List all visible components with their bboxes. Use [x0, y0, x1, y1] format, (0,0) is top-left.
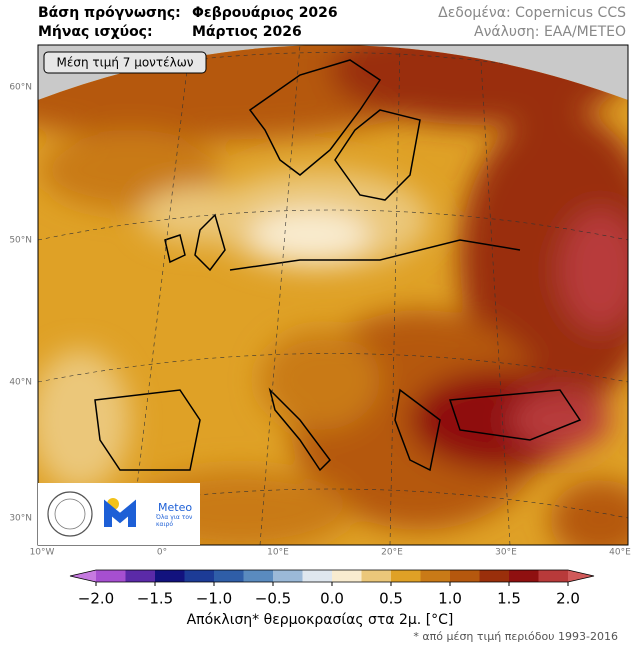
- colorbar-bin: [214, 570, 244, 582]
- colorbar-bin: [420, 570, 450, 582]
- logo-box: Meteo Όλα για τον καιρό: [38, 483, 200, 545]
- colorbar-bin: [509, 570, 539, 582]
- map: Μέση τιμή 7 μοντέλων 60°N 50°N 40°N 30°N…: [9, 44, 632, 558]
- colorbar-bin: [302, 570, 332, 582]
- colorbar-tick-label: 2.0: [556, 590, 580, 608]
- lat-label: 40°N: [9, 378, 32, 388]
- colorbar-bin: [243, 570, 273, 582]
- footnote: * από μέση τιμή περιόδου 1993-2016: [413, 630, 618, 643]
- lon-label: 10°W: [30, 548, 55, 558]
- logo-name: Meteo: [158, 501, 192, 514]
- month-label: Μήνας ισχύος:: [38, 24, 153, 40]
- colorbar-bin: [125, 570, 155, 582]
- colorbar-tick-label: −2.0: [78, 590, 114, 608]
- lon-label: 20°E: [381, 548, 403, 558]
- coastlines: [94, 59, 582, 472]
- colorbar-tick-label: −1.0: [196, 590, 232, 608]
- model-box: [43, 51, 207, 74]
- lon-label: 40°E: [609, 548, 631, 558]
- logo-m: [104, 499, 136, 527]
- base-value: Φεβρουάριος 2026: [192, 5, 338, 21]
- colorbar-bin: [96, 570, 126, 582]
- colorbar-tick-label: −0.5: [255, 590, 291, 608]
- base-label: Βάση πρόγνωσης:: [38, 5, 181, 21]
- colorbar-bin: [155, 570, 185, 582]
- colorbar-extend-low: [70, 570, 96, 582]
- colorbar: −2.0 −1.5 −1.0 −0.5 0.0 0.5 1.0 1.5 2.0: [69, 569, 595, 608]
- colorbar-bin: [361, 570, 391, 582]
- logo-tagline-box: Όλα για τον καιρό: [156, 514, 193, 528]
- colorbar-bin: [273, 570, 303, 582]
- month-value: Μάρτιος 2026: [192, 24, 302, 40]
- logo-tagline: Όλα για τον καιρό: [156, 514, 193, 528]
- colorbar-tick-label: 0.5: [379, 590, 403, 608]
- colorbar-bin: [332, 570, 362, 582]
- lat-labels: 60°N 50°N 40°N 30°N: [9, 83, 32, 524]
- colorbar-tick-label: −1.5: [137, 590, 173, 608]
- map-frame: [37, 44, 629, 546]
- lon-label: 0°: [157, 548, 167, 558]
- colorbar-bin: [450, 570, 480, 582]
- colorbar-bin: [479, 570, 509, 582]
- colorbar-bin: [391, 570, 421, 582]
- colorbar-tick-label: 1.5: [497, 590, 521, 608]
- temperature-field: [38, 45, 628, 545]
- colorbar-bin: [538, 570, 568, 582]
- lon-label: 10°E: [267, 548, 289, 558]
- colorbar-tick-label: 0.0: [320, 590, 344, 608]
- colorbar-tick-label: 1.0: [438, 590, 462, 608]
- lon-label: 30°E: [495, 548, 517, 558]
- model-box-text: Μέση τιμή 7 μοντέλων: [57, 56, 194, 70]
- lat-label: 50°N: [9, 236, 32, 246]
- colorbar-label: Απόκλιση* θερμοκρασίας στα 2μ. [°C]: [187, 612, 454, 628]
- colorbar-extend-high: [568, 570, 594, 582]
- lon-labels: 10°W 0° 10°E 20°E 30°E 40°E: [30, 548, 632, 558]
- lat-label: 30°N: [9, 514, 32, 524]
- colorbar-bin: [184, 570, 214, 582]
- analysis: Ανάλυση: ΕΑΑ/METEO: [474, 24, 626, 40]
- source: Δεδομένα: Copernicus CCS: [438, 5, 626, 21]
- lat-label: 60°N: [9, 83, 32, 93]
- university-seal: [47, 491, 93, 537]
